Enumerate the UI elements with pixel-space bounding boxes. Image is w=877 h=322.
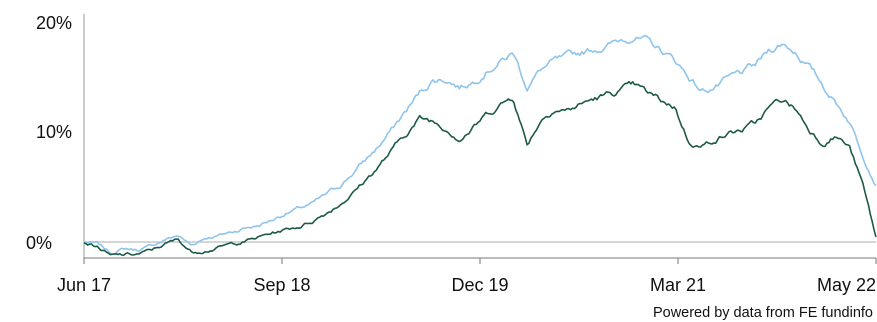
x-tick-label-3: Mar 21 [650, 275, 706, 295]
x-tick-labels: Jun 17 Sep 18 Dec 19 Mar 21 May 22 [57, 275, 876, 295]
y-tick-label-2: 20% [36, 13, 72, 33]
y-tick-labels: 0% 10% 20% [26, 13, 72, 253]
x-tick-marks [83, 258, 877, 264]
series-lines [83, 34, 877, 257]
data-credit: Powered by data from FE fundinfo [653, 305, 873, 321]
y-tick-label-1: 10% [36, 122, 72, 142]
x-tick-label-2: Dec 19 [451, 275, 508, 295]
x-tick-label-4: May 22 [817, 275, 876, 295]
x-tick-label-1: Sep 18 [253, 275, 310, 295]
series-line-1 [83, 80, 877, 257]
series-line-0 [83, 34, 877, 256]
x-tick-label-0: Jun 17 [57, 275, 111, 295]
y-tick-label-0: 0% [26, 233, 52, 253]
